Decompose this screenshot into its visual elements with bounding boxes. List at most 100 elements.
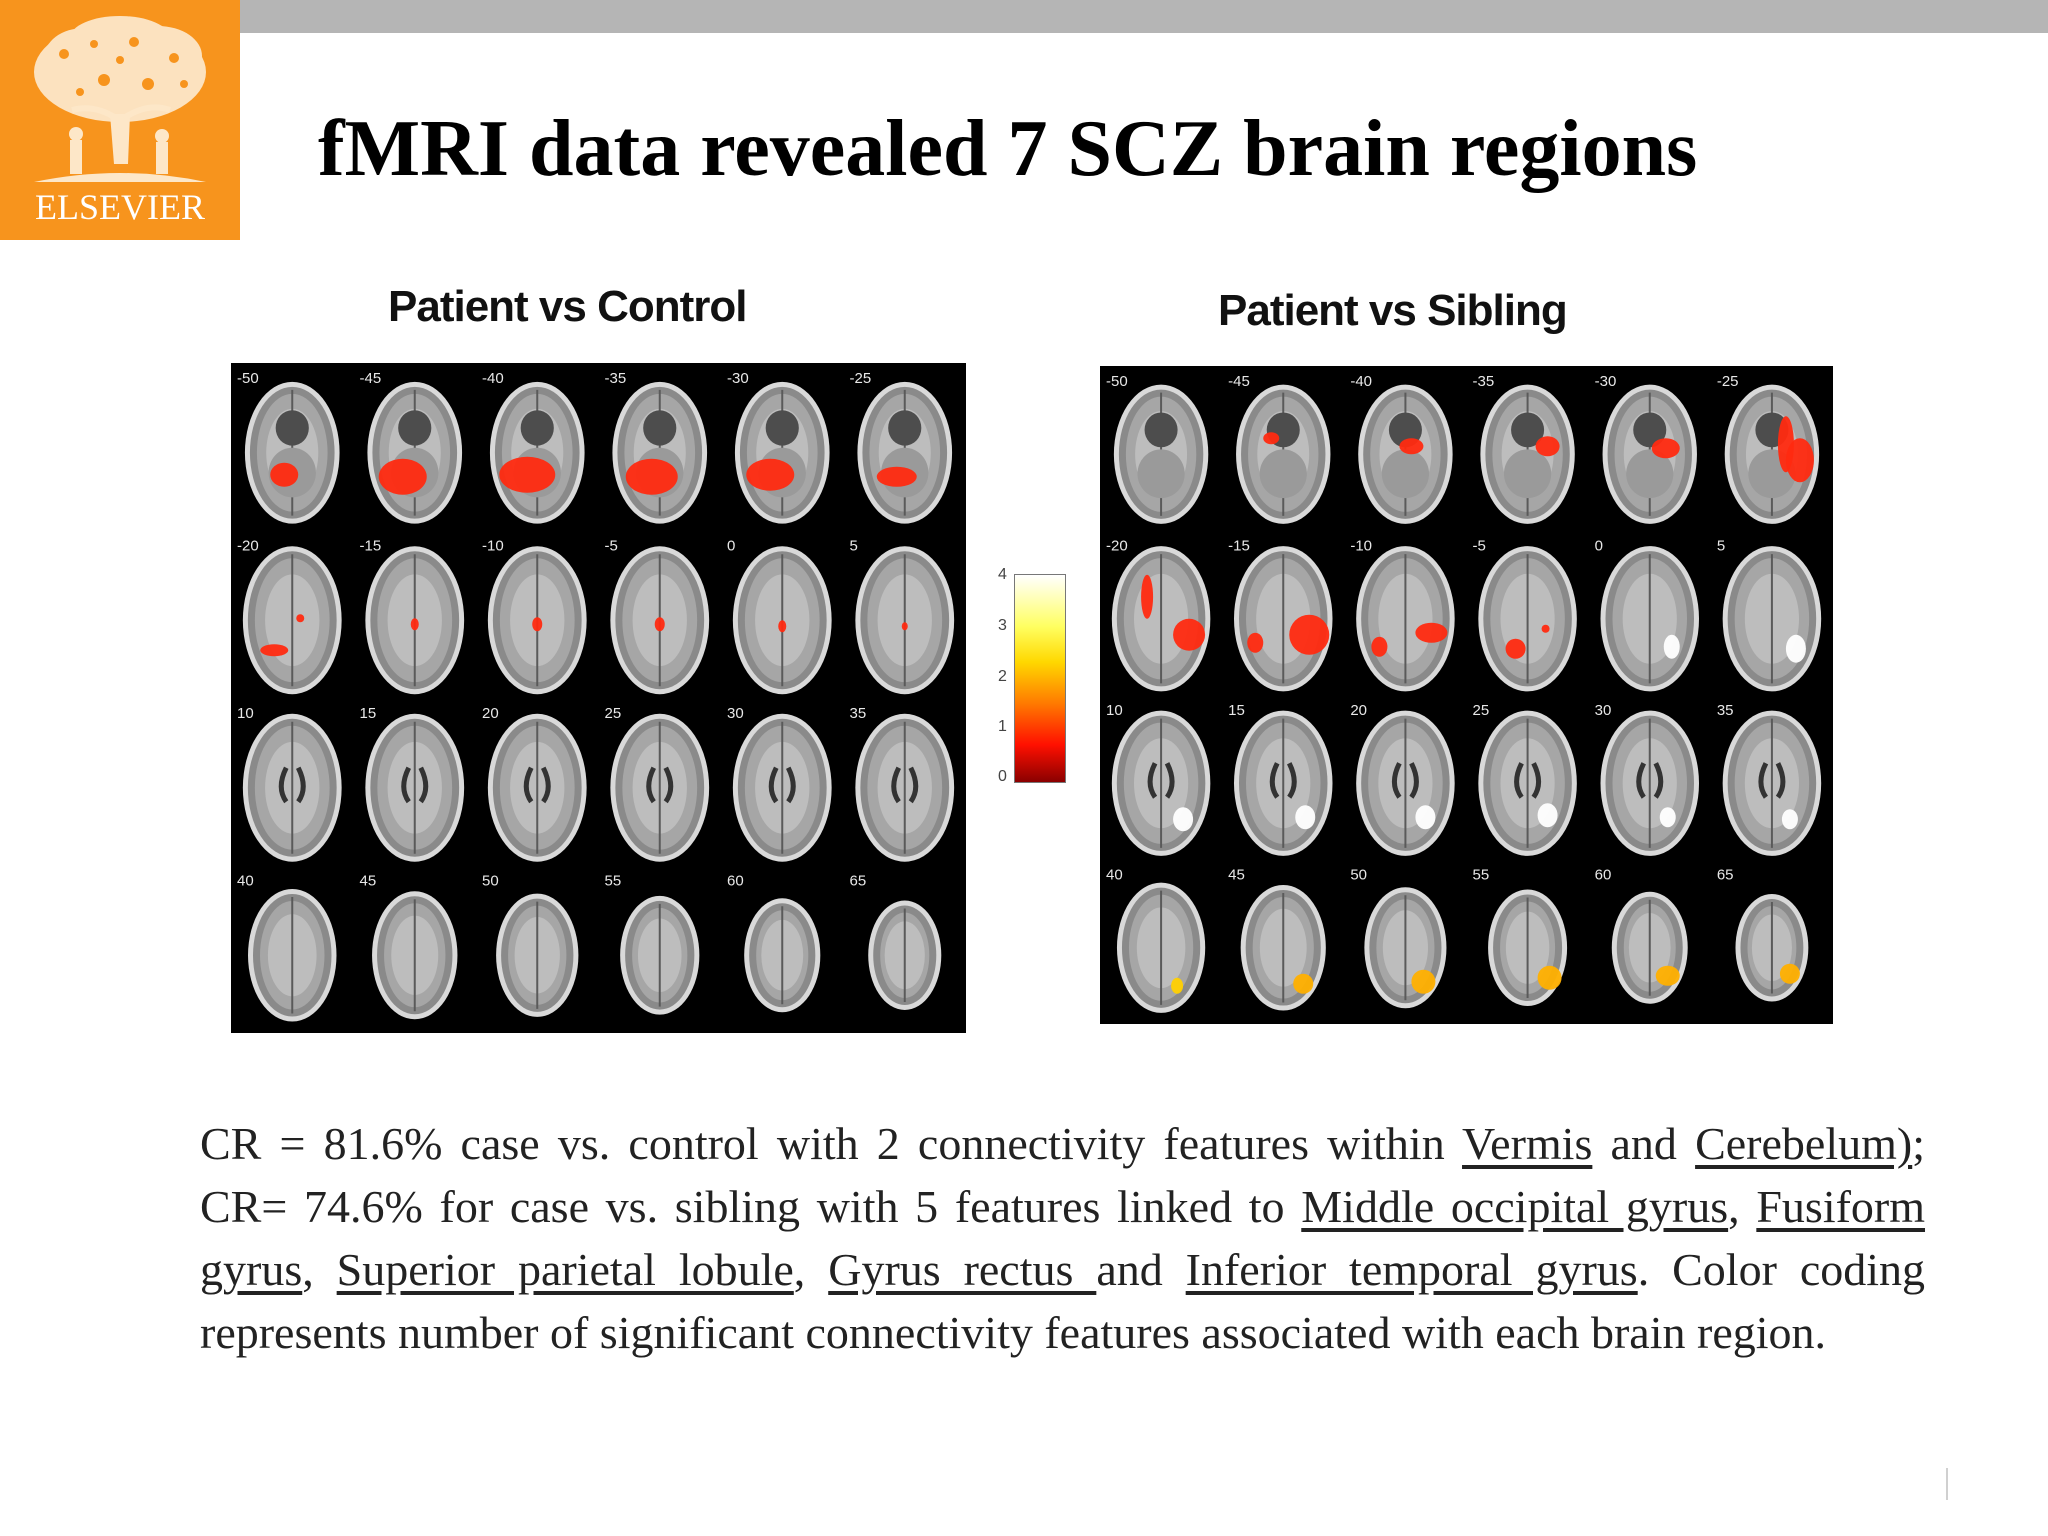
activation-region [1415, 805, 1436, 830]
link-middle-occipital-gyrus: Middle occipital gyrus [1301, 1181, 1729, 1232]
activation-region [1785, 634, 1806, 663]
activation-region [1651, 438, 1680, 459]
color-scale-bar [1014, 574, 1066, 783]
brain-slice [242, 713, 342, 862]
activation-region [1659, 807, 1676, 828]
activation-region [1537, 965, 1562, 990]
brain-slice [612, 381, 708, 524]
slice-label: -35 [1473, 373, 1495, 390]
slice-label: 0 [727, 538, 735, 555]
activation-region [1535, 436, 1560, 457]
slice-label: 50 [1350, 867, 1367, 884]
brain-slice [732, 713, 832, 862]
slice-label: 30 [1595, 702, 1612, 719]
activation-region [1295, 805, 1316, 830]
slice-label: 30 [727, 705, 744, 722]
brain-slice [489, 381, 585, 524]
brain-slice [1113, 384, 1209, 524]
brain-slice [1600, 710, 1700, 856]
slice-label: 35 [850, 705, 867, 722]
slice-label: 60 [1595, 867, 1612, 884]
slice-label: -25 [1717, 373, 1739, 390]
brain-slice [1488, 889, 1568, 1007]
slice-label: 5 [1717, 538, 1725, 555]
slice-label: 25 [1473, 702, 1490, 719]
slice-label: -5 [1473, 538, 1486, 555]
colorbar-tick: 4 [998, 566, 1007, 583]
brain-slice [1233, 710, 1333, 856]
activation-region [1779, 963, 1800, 984]
colorbar-tick: 0 [998, 768, 1007, 785]
brain-slice [1478, 546, 1577, 692]
activation-region [1173, 807, 1194, 832]
slice-label: -50 [1106, 373, 1128, 390]
activation-region [1411, 969, 1436, 994]
brain-slice [1722, 546, 1822, 692]
activation-region [876, 466, 917, 487]
link-inferior-temporal-gyrus: Inferior temporal gyrus [1185, 1244, 1638, 1295]
slice-label: 65 [1717, 867, 1734, 884]
activation-region [532, 617, 543, 632]
slice-label: 20 [1350, 702, 1367, 719]
slice-label: -20 [237, 538, 259, 555]
brain-slice [372, 891, 458, 1020]
link-superior-parietal-lobule: Superior parietal lobule [336, 1244, 794, 1295]
top-bar [240, 0, 2048, 33]
brain-slice [855, 713, 955, 862]
slice-label: -15 [360, 538, 382, 555]
colorbar-tick: 2 [998, 668, 1007, 685]
brain-slice [620, 895, 700, 1015]
activation-region [1293, 973, 1314, 994]
colorbar-tick: 3 [998, 617, 1007, 634]
brain-slice [1364, 887, 1447, 1009]
slice-label: 10 [237, 705, 254, 722]
brain-slice [857, 381, 953, 524]
brain-slices-sibling: -50 -45 -40 -35 -30 -25-20 -15 -10 -5 0 510 15 20 25 3… [1106, 373, 1822, 1013]
slide-edge-marker [1946, 1468, 1948, 1500]
slice-label: 0 [1595, 538, 1603, 555]
slice-label: -50 [237, 370, 259, 387]
slice-label: -40 [1350, 373, 1372, 390]
activation-region [260, 644, 289, 657]
activation-region [1541, 624, 1550, 633]
brain-slice [1600, 546, 1700, 692]
brain-slice [1722, 710, 1822, 856]
link-vermis: Vermis [1462, 1118, 1593, 1169]
activation-region [499, 456, 556, 493]
activation-region [1781, 809, 1798, 830]
link-fusiform-gyrus: Fusiform gyrus [200, 1181, 1926, 1295]
link-gyrus-rectus: Gyrus rectus [828, 1244, 1097, 1295]
brain-slice [610, 713, 710, 862]
activation-region [378, 458, 427, 495]
brain-slice [1111, 710, 1211, 856]
slice-label: -45 [1228, 373, 1250, 390]
slice-label: -10 [482, 538, 504, 555]
brain-slice [1240, 884, 1326, 1011]
link-cerebelum: Cerebelum) [1695, 1118, 1913, 1169]
brain-slice [242, 546, 342, 695]
slice-label: 35 [1717, 702, 1734, 719]
colorbar-tick: 1 [998, 718, 1007, 735]
activation-region [270, 462, 299, 487]
activation-region [1537, 803, 1558, 828]
activation-region [1505, 638, 1526, 659]
slice-label: 55 [605, 873, 622, 890]
activation-region [1263, 432, 1280, 445]
activation-region [1171, 977, 1184, 994]
activation-region [746, 458, 795, 491]
slice-label: -20 [1106, 538, 1128, 555]
brain-slice [1735, 894, 1809, 1002]
logo-wordmark: ELSEVIER [35, 187, 205, 227]
activation-region [1141, 574, 1154, 619]
slice-label: 45 [360, 873, 377, 890]
activation-region [1289, 614, 1330, 655]
elsevier-logo: ELSEVIER [0, 0, 240, 240]
brain-slice [855, 546, 955, 695]
figure-caption: CR = 81.6% case vs. control with 2 conne… [200, 1118, 1926, 1358]
brain-slice [1602, 384, 1697, 524]
brain-slice [744, 898, 821, 1013]
panel-title-sibling: Patient vs Sibling [1218, 286, 1568, 335]
slice-label: 45 [1228, 867, 1245, 884]
brain-panel-sibling: -50 -45 -40 -35 -30 -25 -20 -15 -10 -5 0 5 10 15 20 25 3… [1100, 366, 1833, 1024]
activation-region [1415, 622, 1448, 643]
